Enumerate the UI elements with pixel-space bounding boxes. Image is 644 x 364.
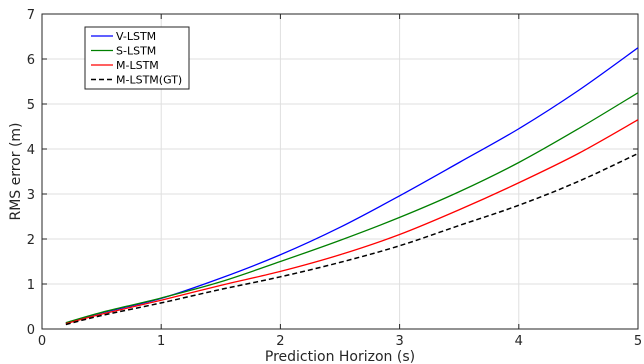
axis-ticks: 0 1 2 3 4 5 0 1 2 3 4 5 6 7 [27, 8, 642, 349]
y-tick-label: 0 [27, 323, 35, 338]
x-tick-label: 0 [38, 334, 46, 349]
series-line-m-lstm-gt [65, 152, 639, 326]
x-tick-label: 4 [515, 334, 523, 349]
plot-frame [41, 13, 639, 330]
series-line-s-lstm [65, 92, 639, 324]
y-tick-label: 4 [27, 143, 35, 158]
x-tick-label: 1 [157, 334, 165, 349]
legend-label: V-LSTM [116, 30, 156, 43]
x-tick-label: 2 [276, 334, 284, 349]
legend-box [84, 26, 190, 90]
y-tick-label: 7 [27, 8, 35, 23]
series-lines [65, 47, 639, 326]
legend-label: M-LSTM(GT) [116, 74, 182, 87]
x-tick-label: 5 [634, 334, 642, 349]
y-axis-label: RMS error (m) [8, 122, 24, 220]
y-tick-label: 5 [27, 98, 35, 113]
legend-label: S-LSTM [116, 45, 156, 58]
y-tick-label: 1 [27, 278, 35, 293]
x-tick-label: 3 [395, 334, 403, 349]
y-tick-label: 6 [27, 53, 35, 68]
y-tick-label: 2 [27, 233, 35, 248]
y-tick-label: 3 [27, 188, 35, 203]
x-axis-label: Prediction Horizon (s) [265, 349, 415, 364]
series-line-m-lstm [65, 119, 639, 325]
legend-label: M-LSTM [116, 59, 159, 72]
